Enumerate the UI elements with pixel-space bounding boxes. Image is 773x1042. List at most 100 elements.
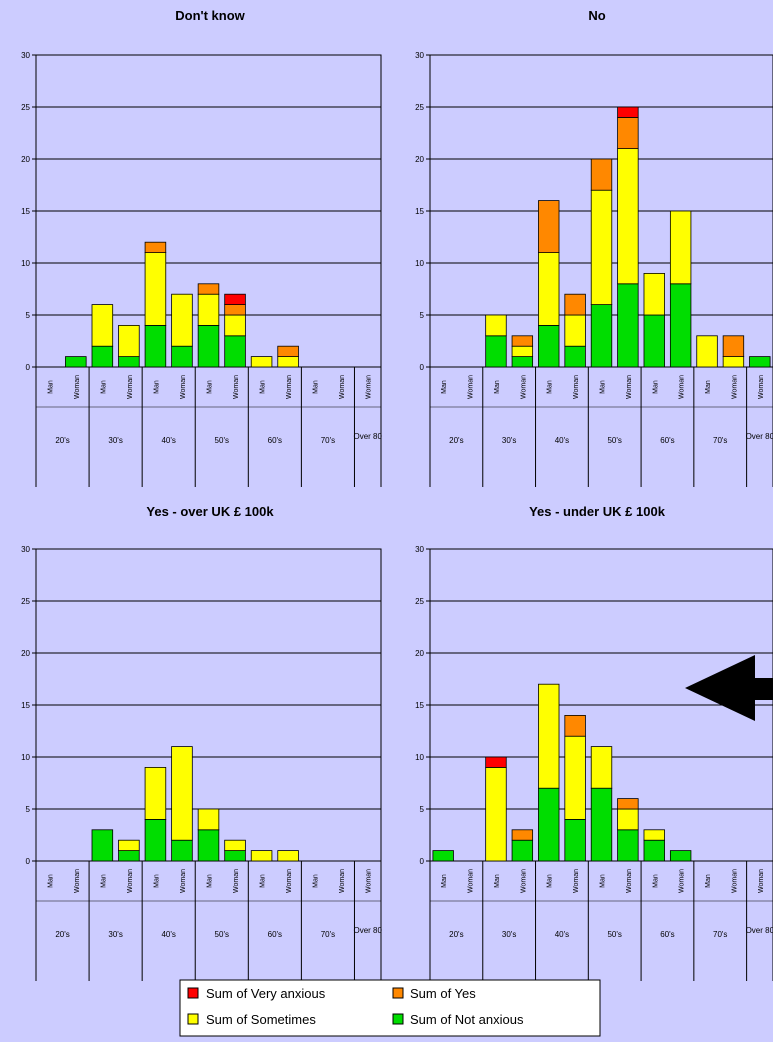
category-label: Woman xyxy=(758,869,765,893)
y-tick-label: 20 xyxy=(21,155,30,164)
bar-segment-sum-of-sometimes xyxy=(171,746,193,841)
bar-segment-sum-of-not-anxious xyxy=(564,819,586,862)
category-label: Woman xyxy=(127,869,134,893)
chart-panel-no: No 0 5 10 15 20 25 30 Man Woman Man Woman Man Woman Ma… xyxy=(415,8,773,487)
bar-segment-sum-of-sometimes xyxy=(643,829,665,841)
bar-segment-sum-of-sometimes xyxy=(224,314,246,337)
chart-panel-yes-over-uk-100k: Yes - over UK £ 100k 0 5 10 15 20 25 30 Man Woman… xyxy=(21,504,383,981)
bar-segment-sum-of-very-anxious xyxy=(224,293,246,306)
legend-item-very-anxious: Sum of Very anxious xyxy=(187,986,326,1001)
bar-segment-sum-of-sometimes xyxy=(669,210,692,285)
category-label: Man xyxy=(153,380,160,394)
bar-segment-sum-of-sometimes xyxy=(118,324,140,357)
y-tick-label: 30 xyxy=(21,545,30,554)
category-label: Man xyxy=(547,380,554,394)
group-label: Over 80 xyxy=(746,432,773,441)
legend-swatch xyxy=(392,1013,404,1025)
group-label: 70's xyxy=(321,436,335,445)
group-label: 50's xyxy=(607,930,621,939)
chart-panel-don-t-know: Don't know 0 5 10 15 20 25 30 Man Woman Man Woman Ma… xyxy=(21,8,383,487)
category-label: Woman xyxy=(573,869,580,893)
chart-title: Yes - under UK £ 100k xyxy=(529,504,666,519)
category-label: Man xyxy=(652,874,659,888)
bar-segment-sum-of-not-anxious xyxy=(485,335,507,368)
bar-segment-sum-of-sometimes xyxy=(617,148,639,285)
category-label: Woman xyxy=(679,869,686,893)
category-label: Woman xyxy=(339,375,346,399)
legend-label: Sum of Not anxious xyxy=(410,1012,524,1027)
bar-segment-sum-of-sometimes xyxy=(564,314,586,347)
category-label: Woman xyxy=(74,375,81,399)
left-arrow-icon xyxy=(685,655,773,721)
bar-segment-sum-of-not-anxious xyxy=(118,850,140,862)
y-tick-label: 5 xyxy=(420,311,425,320)
group-label: 50's xyxy=(607,436,621,445)
y-tick-label: 0 xyxy=(26,363,31,372)
category-label: Man xyxy=(100,380,107,394)
group-label: 20's xyxy=(449,930,463,939)
category-label: Man xyxy=(441,874,448,888)
bar-segment-sum-of-not-anxious xyxy=(511,356,534,368)
category-label: Woman xyxy=(286,375,293,399)
y-tick-label: 15 xyxy=(21,701,30,710)
category-label: Woman xyxy=(626,869,633,893)
group-label: 60's xyxy=(660,930,674,939)
bar-segment-sum-of-yes xyxy=(617,117,639,150)
bar-segment-sum-of-not-anxious xyxy=(171,345,193,368)
y-tick-label: 15 xyxy=(21,207,30,216)
group-label: 30's xyxy=(108,436,122,445)
chart-title: Yes - over UK £ 100k xyxy=(146,504,274,519)
category-label: Man xyxy=(705,874,712,888)
category-label: Woman xyxy=(180,375,187,399)
bar-segment-sum-of-sometimes xyxy=(197,293,220,326)
group-label: 20's xyxy=(55,930,69,939)
legend-label: Sum of Very anxious xyxy=(206,986,326,1001)
bar-segment-sum-of-sometimes xyxy=(590,189,613,305)
bar-segment-sum-of-yes xyxy=(511,829,534,841)
bar-segment-sum-of-not-anxious xyxy=(224,335,246,368)
bar-segment-sum-of-not-anxious xyxy=(617,283,639,368)
category-label: Woman xyxy=(731,375,738,399)
bar-segment-sum-of-yes xyxy=(590,158,613,191)
bar-segment-sum-of-sometimes xyxy=(277,850,299,862)
legend-label: Sum of Yes xyxy=(410,986,476,1001)
bar-segment-sum-of-sometimes xyxy=(538,683,560,789)
category-label: Man xyxy=(652,380,659,394)
category-label: Man xyxy=(705,380,712,394)
bar-segment-sum-of-yes xyxy=(197,283,220,295)
y-tick-label: 10 xyxy=(21,753,30,762)
y-tick-label: 25 xyxy=(415,103,424,112)
category-label: Woman xyxy=(180,869,187,893)
bar-segment-sum-of-not-anxious xyxy=(643,314,665,368)
bar-segment-sum-of-yes xyxy=(564,715,586,737)
bar-segment-sum-of-sometimes xyxy=(144,767,167,820)
y-tick-label: 25 xyxy=(21,103,30,112)
bar-segment-sum-of-yes xyxy=(722,335,745,357)
y-tick-label: 0 xyxy=(420,363,425,372)
bar-segment-sum-of-not-anxious xyxy=(669,850,692,862)
bar-segment-sum-of-not-anxious xyxy=(617,829,639,862)
y-tick-label: 10 xyxy=(21,259,30,268)
group-label: 40's xyxy=(161,930,175,939)
bar-segment-sum-of-not-anxious xyxy=(224,850,246,862)
bar-segment-sum-of-not-anxious xyxy=(144,324,167,368)
group-label: 60's xyxy=(268,930,282,939)
group-label: 30's xyxy=(502,436,516,445)
bar-segment-sum-of-sometimes xyxy=(617,808,639,831)
category-label: Woman xyxy=(233,869,240,893)
bar-segment-sum-of-sometimes xyxy=(485,767,507,862)
bar-segment-sum-of-sometimes xyxy=(564,735,586,820)
bar-segment-sum-of-sometimes xyxy=(722,356,745,368)
bar-segment-sum-of-not-anxious xyxy=(171,839,193,862)
category-label: Man xyxy=(494,380,501,394)
bar-segment-sum-of-yes xyxy=(224,304,246,316)
category-label: Man xyxy=(207,874,214,888)
category-label: Woman xyxy=(520,375,527,399)
bar-segment-sum-of-not-anxious xyxy=(197,829,220,862)
category-label: Woman xyxy=(520,869,527,893)
y-tick-label: 10 xyxy=(415,753,424,762)
bar-segment-sum-of-sometimes xyxy=(171,293,193,347)
bar-segment-sum-of-not-anxious xyxy=(65,356,87,368)
y-tick-label: 5 xyxy=(26,805,31,814)
